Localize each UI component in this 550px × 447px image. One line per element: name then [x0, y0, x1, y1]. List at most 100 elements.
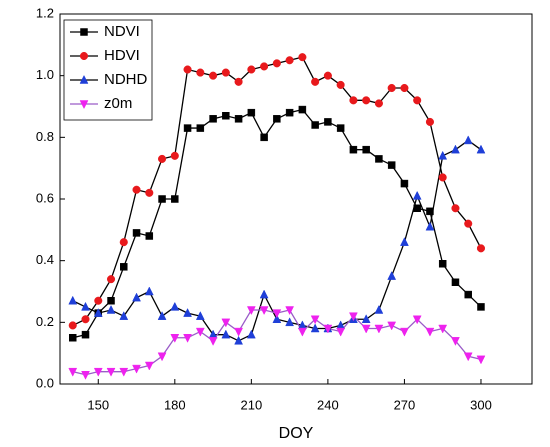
- data-point: [374, 324, 384, 334]
- x-axis-label: DOY: [279, 425, 314, 442]
- data-point: [195, 311, 205, 320]
- data-point: [170, 301, 180, 311]
- data-point: [451, 204, 460, 213]
- legend-label: HDVI: [104, 47, 140, 64]
- data-point: [463, 135, 473, 145]
- x-tick-label: 150: [87, 397, 109, 412]
- data-point: [259, 289, 269, 299]
- data-point: [260, 62, 269, 71]
- y-tick-label: 0.0: [36, 375, 54, 390]
- data-point: [336, 327, 346, 337]
- data-point: [336, 80, 345, 89]
- data-point: [438, 150, 448, 160]
- data-point: [476, 144, 486, 154]
- data-point: [106, 367, 116, 377]
- data-point: [310, 323, 320, 333]
- data-point: [234, 327, 243, 337]
- y-tick-label: 0.2: [36, 314, 54, 329]
- data-point: [171, 195, 179, 203]
- data-point: [68, 295, 78, 305]
- data-point: [221, 68, 230, 77]
- data-point: [196, 68, 205, 77]
- legend-marker: [79, 51, 89, 61]
- data-point: [285, 108, 294, 117]
- data-point: [285, 306, 295, 316]
- data-point: [119, 367, 129, 377]
- legend-label: NDVI: [104, 23, 140, 40]
- data-point: [438, 324, 448, 334]
- data-point: [132, 185, 141, 194]
- data-point: [451, 337, 460, 346]
- data-point: [438, 260, 447, 268]
- data-point: [247, 108, 256, 117]
- data-point: [195, 327, 205, 337]
- data-point: [246, 329, 256, 339]
- data-point: [170, 151, 179, 160]
- data-point: [120, 263, 128, 271]
- y-tick-label: 0.4: [36, 252, 54, 267]
- data-point: [222, 112, 230, 120]
- data-point: [476, 355, 486, 365]
- data-point: [336, 124, 345, 132]
- data-point: [196, 124, 205, 132]
- data-point: [247, 65, 256, 74]
- data-point: [464, 219, 473, 228]
- data-point: [451, 144, 460, 154]
- data-point: [221, 318, 231, 328]
- x-tick-label: 180: [164, 397, 186, 412]
- data-point: [374, 99, 383, 108]
- data-point: [144, 286, 154, 296]
- data-point: [361, 314, 371, 323]
- data-point: [323, 324, 333, 334]
- data-point: [106, 304, 116, 314]
- data-point: [463, 352, 473, 362]
- x-tick-label: 210: [240, 397, 262, 412]
- data-point: [362, 145, 370, 154]
- data-point: [297, 327, 307, 337]
- data-point: [94, 296, 103, 305]
- data-point: [285, 317, 295, 327]
- data-point: [234, 115, 243, 123]
- data-point: [183, 124, 192, 132]
- y-tick-label: 0.6: [36, 190, 54, 205]
- data-point: [81, 371, 90, 380]
- legend-box: [63, 19, 153, 121]
- data-point: [477, 303, 485, 311]
- data-point: [425, 327, 435, 337]
- data-point: [464, 290, 472, 299]
- data-point: [349, 96, 358, 105]
- data-point: [170, 334, 180, 343]
- data-point: [81, 315, 90, 324]
- data-point: [349, 312, 358, 322]
- y-tick-label: 1.2: [36, 5, 54, 20]
- series-line: [72, 108, 482, 339]
- data-point: [183, 308, 192, 317]
- data-point: [323, 71, 332, 80]
- data-point: [387, 321, 397, 331]
- data-point: [311, 77, 320, 86]
- data-point: [132, 229, 141, 237]
- data-point: [68, 321, 77, 330]
- data-point: [246, 306, 256, 316]
- data-point: [158, 195, 166, 203]
- data-point: [69, 334, 77, 342]
- data-point: [400, 179, 409, 188]
- data-point: [361, 324, 371, 334]
- data-point: [425, 221, 435, 231]
- data-point: [438, 173, 447, 182]
- data-point: [451, 278, 460, 286]
- data-point: [413, 96, 422, 105]
- data-point: [349, 145, 358, 154]
- data-point: [285, 56, 294, 65]
- data-point: [298, 105, 307, 114]
- data-point: [68, 367, 78, 377]
- data-point: [426, 207, 434, 216]
- data-point: [119, 238, 128, 247]
- data-point: [400, 83, 409, 93]
- data-point: [311, 121, 319, 129]
- data-point: [209, 71, 218, 80]
- data-point: [387, 271, 397, 280]
- data-point: [81, 330, 90, 339]
- x-tick-label: 240: [317, 397, 339, 412]
